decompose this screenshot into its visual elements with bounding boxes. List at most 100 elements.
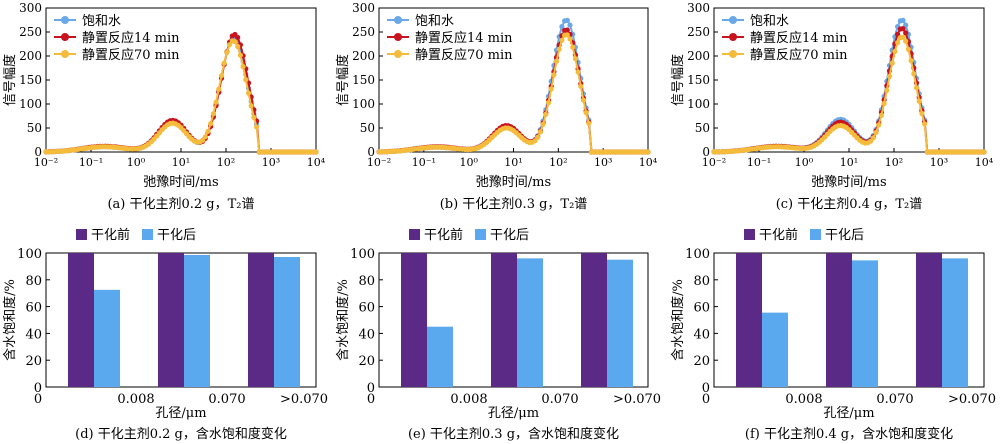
bar (491, 253, 517, 387)
data-point (876, 122, 882, 128)
y-tick-label: 250 (19, 25, 42, 39)
bar-chart: 0 20 40 60 80 100 0 0.008 0.070 >0.070 干化前 干化后孔径/μm… (670, 227, 996, 442)
data-point (245, 90, 252, 96)
y-tick-label: 20 (25, 354, 42, 369)
bar (736, 253, 762, 387)
legend-swatch (142, 229, 153, 240)
x-tick-label: 0.008 (785, 392, 822, 407)
y-tick-label: 40 (25, 327, 42, 342)
x-tick-label: 10⁰ (459, 156, 478, 169)
x-tick-label: 10¹ (172, 156, 190, 169)
x-tick-label: 10⁴ (307, 156, 326, 169)
x-axis-title: 弛豫时间/ms (811, 175, 886, 190)
y-tick-label: 0 (702, 145, 710, 159)
bar (852, 260, 878, 387)
x-tick-label: 10⁰ (127, 156, 146, 169)
bar (762, 312, 788, 387)
series-3 (711, 34, 987, 155)
data-point (216, 86, 222, 92)
y-tick-label: 80 (693, 274, 710, 289)
y-tick-label: 300 (352, 1, 375, 15)
data-point (580, 97, 587, 103)
data-point (572, 56, 579, 62)
x-axis-title: 孔径/μm (488, 406, 539, 421)
data-point (645, 149, 651, 155)
y-tick-label: 60 (25, 301, 42, 316)
y-tick-label: 20 (693, 354, 710, 369)
x-tick-label: 10² (549, 156, 567, 169)
x-tick-label: 10² (217, 156, 235, 169)
legend-label: 干化后 (490, 228, 529, 243)
y-tick-label: 60 (693, 301, 710, 316)
x-tick-label: 10⁻¹ (79, 156, 103, 169)
data-point (221, 60, 227, 66)
y-tick-label: 0 (702, 381, 710, 396)
data-point (873, 129, 879, 136)
bar (942, 258, 968, 387)
legend-marker (729, 16, 737, 24)
data-point (564, 32, 570, 38)
y-tick-label: 0 (34, 145, 42, 159)
data-point (556, 46, 562, 52)
data-point (586, 120, 592, 126)
legend-label: 干化前 (91, 227, 130, 243)
series-3 (376, 32, 651, 155)
data-point (913, 85, 920, 91)
data-point (218, 73, 225, 79)
data-point (251, 114, 257, 120)
x-tick-label: 0 (367, 392, 375, 407)
data-point (567, 36, 573, 42)
data-point (313, 149, 319, 155)
data-point (235, 43, 241, 50)
bar (607, 259, 633, 387)
data-point (922, 121, 928, 127)
x-tick-label: 0.070 (208, 392, 245, 407)
y-tick-label: 80 (25, 274, 42, 289)
bar (248, 253, 274, 387)
data-point (545, 99, 552, 106)
legend-marker (394, 50, 402, 58)
x-tick-label: 0.070 (541, 392, 578, 407)
y-tick-label: 50 (695, 121, 710, 135)
series-3 (43, 38, 319, 155)
chart-caption: (a) 干化主剂0.2 g，T₂谱 (107, 197, 254, 212)
x-axis-title: 弛豫时间/ms (143, 175, 218, 190)
y-tick-label: 100 (352, 97, 375, 111)
legend-swatch (76, 229, 87, 240)
data-point (884, 87, 890, 93)
data-point (903, 38, 909, 44)
y-tick-label: 40 (693, 327, 710, 342)
x-tick-label: 10⁻¹ (747, 156, 771, 169)
data-point (886, 73, 893, 80)
series-2 (376, 27, 651, 155)
y-axis-title: 含水饱和度/% (2, 279, 18, 361)
chart-caption: (d) 干化主剂0.2 g，含水饱和度变化 (75, 426, 287, 442)
data-point (559, 24, 565, 30)
chart-caption: (c) 干化主剂0.4 g，T₂谱 (776, 197, 923, 212)
line-chart: 0 50 100 150 200 250 300 10⁻² 10⁻¹ 10⁰ 10¹ 10² 10³ 10… (670, 1, 994, 212)
data-point (889, 60, 895, 66)
legend-label: 饱和水 (750, 14, 789, 29)
data-point (540, 121, 546, 127)
data-point (210, 111, 216, 117)
data-point (919, 110, 925, 117)
y-tick-label: 300 (687, 1, 710, 15)
y-tick-label: 20 (358, 354, 375, 369)
y-tick-label: 300 (19, 1, 42, 15)
legend-label: 静置反应14 min (415, 30, 513, 46)
chart-caption: (e) 干化主剂0.3 g，含水饱和度变化 (408, 426, 619, 442)
y-tick-label: 200 (352, 49, 375, 63)
bar (517, 258, 543, 387)
legend-label: 静置反应14 min (82, 30, 180, 46)
legend-marker (394, 33, 402, 41)
x-tick-label: 0 (34, 392, 42, 407)
y-tick-label: 100 (17, 247, 42, 262)
data-point (213, 99, 219, 105)
bar (916, 253, 942, 387)
legend-label: 干化前 (424, 227, 463, 243)
legend-swatch (744, 229, 755, 240)
data-point (564, 17, 570, 23)
data-point (254, 124, 260, 130)
data-point (537, 129, 544, 135)
